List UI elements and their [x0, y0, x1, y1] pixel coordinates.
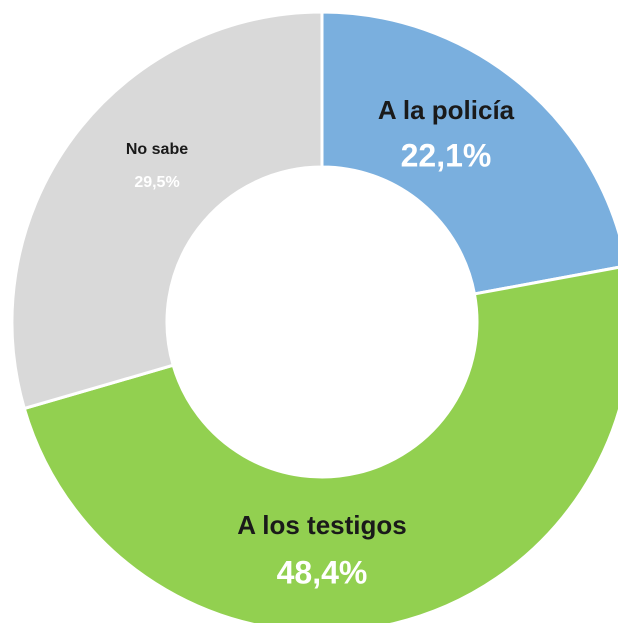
donut-slice	[320, 10, 618, 296]
slice-label: No sabe	[126, 141, 188, 158]
slice-value: 48,4%	[277, 554, 368, 590]
slice-label: A la policía	[378, 95, 515, 125]
slice-value: 22,1%	[401, 137, 492, 173]
donut-slice	[10, 10, 324, 411]
donut-slice	[22, 265, 618, 623]
slice-value: 29,5%	[134, 174, 179, 191]
slice-label: A los testigos	[237, 510, 407, 540]
